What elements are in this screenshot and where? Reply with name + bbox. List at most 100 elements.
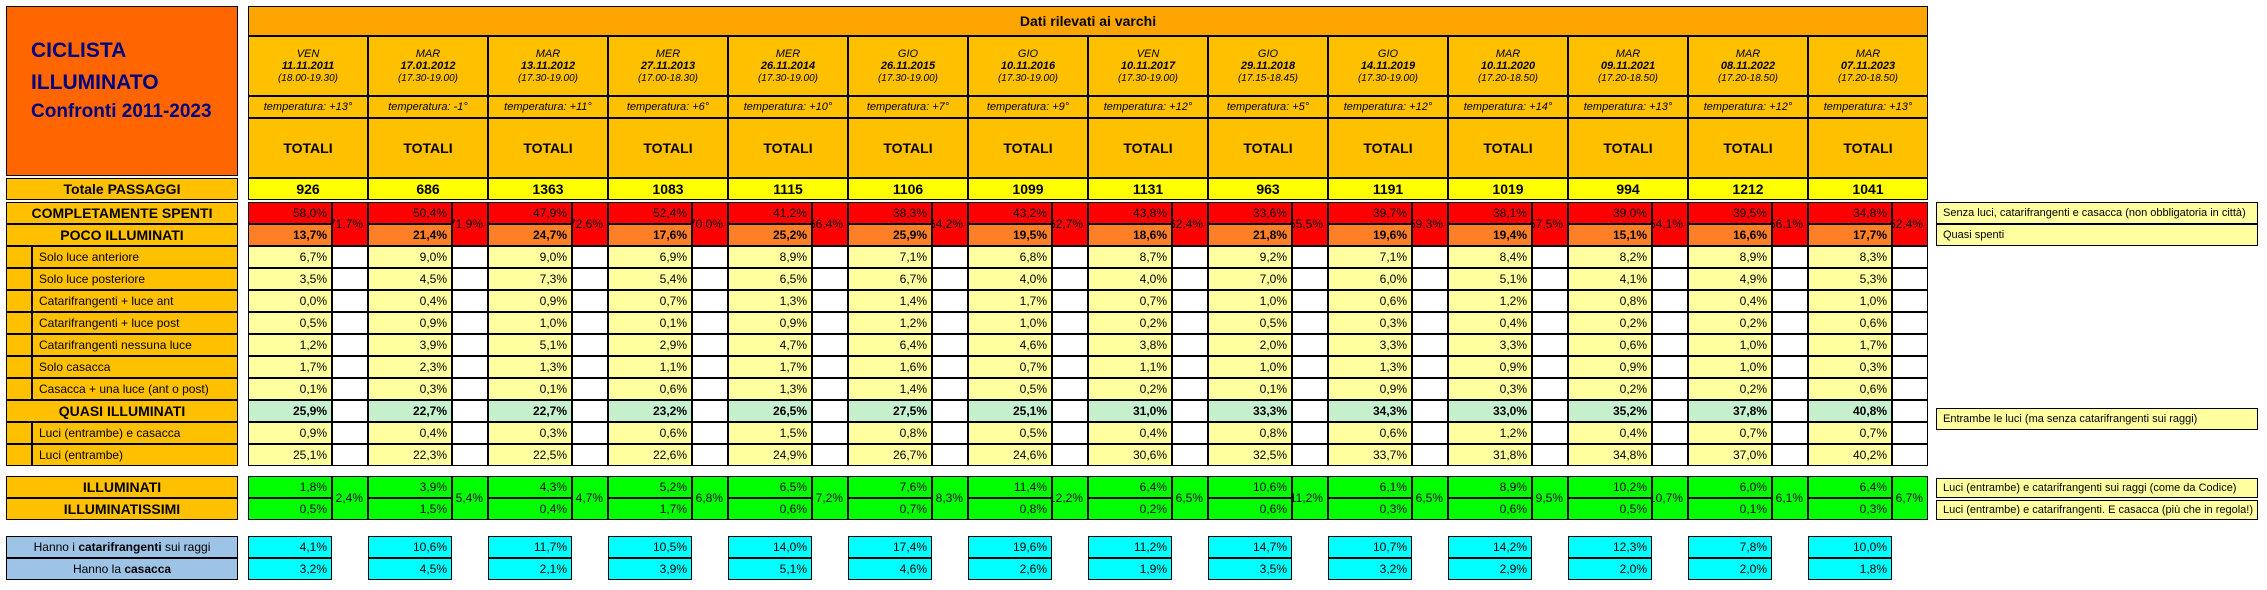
empty-cell <box>932 422 968 444</box>
sub-poco-value: 4,0% <box>968 268 1052 290</box>
sub-poco-value: 1,3% <box>728 378 812 400</box>
illuminati-sum: 6,1% <box>1772 476 1808 520</box>
empty-cell <box>1052 268 1088 290</box>
sub-quasi-value: 26,7% <box>848 444 932 466</box>
session-time: (17.30-19.00) <box>1117 72 1179 84</box>
session-temperature: temperatura: +9° <box>968 96 1088 118</box>
session-temperature: temperatura: +12° <box>1088 96 1208 118</box>
sub-poco-value: 1,2% <box>248 334 332 356</box>
illuminati-value: 3,9% <box>368 476 452 498</box>
sub-poco-value: 1,3% <box>728 290 812 312</box>
empty-cell <box>572 290 608 312</box>
title-line2: ILLUMINATO <box>31 70 159 94</box>
sub-poco-value: 4,7% <box>728 334 812 356</box>
sub-poco-value: 8,9% <box>728 246 812 268</box>
poco-value: 25,2% <box>728 224 812 246</box>
illuminati-value: 6,1% <box>1328 476 1412 498</box>
illuminatissimi-value: 0,2% <box>1088 498 1172 520</box>
empty-cell <box>1772 334 1808 356</box>
empty-cell <box>812 422 848 444</box>
sub-poco-value: 8,7% <box>1088 246 1172 268</box>
empty-cell <box>332 422 368 444</box>
sub-poco-value: 1,1% <box>608 356 692 378</box>
empty-cell <box>1412 246 1448 268</box>
session-day: MAR <box>415 47 441 60</box>
empty-cell <box>1772 268 1808 290</box>
illuminati-sum: 5,4% <box>452 476 488 520</box>
session-date: 14.11.2019 <box>1360 60 1416 73</box>
total-value: 1106 <box>848 178 968 200</box>
empty-cell <box>452 334 488 356</box>
empty-cell <box>1292 290 1328 312</box>
empty-cell <box>572 400 608 422</box>
empty-cell <box>452 378 488 400</box>
illuminatissimi-value: 0,8% <box>968 498 1052 520</box>
poco-value: 19,5% <box>968 224 1052 246</box>
indent-spacer <box>6 246 32 268</box>
empty-cell <box>1172 400 1208 422</box>
totals-label: TOTALI <box>1808 118 1928 178</box>
illuminati-value: 6,4% <box>1808 476 1892 498</box>
sub-poco-value: 0,1% <box>488 378 572 400</box>
quasi-value: 27,5% <box>848 400 932 422</box>
sub-quasi-value: 22,5% <box>488 444 572 466</box>
empty-cell <box>1172 246 1208 268</box>
empty-cell <box>332 378 368 400</box>
illuminatissimi-value: 0,4% <box>488 498 572 520</box>
sub-poco-value: 0,6% <box>1328 290 1412 312</box>
session-time: (18.00-19.30) <box>277 72 339 84</box>
label-bold-text: catarifrangenti <box>78 540 162 554</box>
label-illuminatissimi: ILLUMINATISSIMI <box>6 498 238 520</box>
empty-cell <box>932 268 968 290</box>
sub-quasi-value: 32,5% <box>1208 444 1292 466</box>
total-value: 1115 <box>728 178 848 200</box>
empty-cell <box>1532 312 1568 334</box>
spenti-value: 43,8% <box>1088 202 1172 224</box>
catarifrangenti-value: 14,2% <box>1448 536 1532 558</box>
sub-poco-value: 1,7% <box>728 356 812 378</box>
session-header: MER 27.11.2013 (17.00-18.30) <box>608 36 728 96</box>
session-temperature: temperatura: +13° <box>1808 96 1928 118</box>
illuminati-sum: 9,5% <box>1532 476 1568 520</box>
empty-cell <box>572 334 608 356</box>
catarifrangenti-value: 14,0% <box>728 536 812 558</box>
totals-label: TOTALI <box>488 118 608 178</box>
sub-poco-value: 6,7% <box>248 246 332 268</box>
empty-cell <box>1532 290 1568 312</box>
empty-cell <box>1172 312 1208 334</box>
casacca-value: 5,1% <box>728 558 812 580</box>
empty-cell <box>1892 334 1928 356</box>
empty-cell <box>812 356 848 378</box>
spenti-value: 39,0% <box>1568 202 1652 224</box>
spenti-value: 38,3% <box>848 202 932 224</box>
illuminati-sum: 6,8% <box>692 476 728 520</box>
totals-label: TOTALI <box>848 118 968 178</box>
session-temperature: temperatura: +12° <box>1328 96 1448 118</box>
session-day: MER <box>775 47 801 60</box>
empty-cell <box>1292 444 1328 466</box>
sub-poco-value: 5,3% <box>1808 268 1892 290</box>
empty-cell <box>1052 378 1088 400</box>
illuminatissimi-value: 0,1% <box>1688 498 1772 520</box>
illuminatissimi-value: 0,6% <box>728 498 812 520</box>
empty-cell <box>572 378 608 400</box>
sub-poco-value: 0,5% <box>1208 312 1292 334</box>
quasi-value: 26,5% <box>728 400 812 422</box>
quasi-value: 22,7% <box>368 400 452 422</box>
sub-poco-value: 0,0% <box>248 290 332 312</box>
sub-poco-value: 1,1% <box>1088 356 1172 378</box>
illuminati-value: 1,8% <box>248 476 332 498</box>
spenti-poco-sum: 72,6% <box>572 202 608 246</box>
empty-cell <box>1892 356 1928 378</box>
session-date: 08.11.2022 <box>1720 60 1776 73</box>
poco-value: 21,4% <box>368 224 452 246</box>
spenti-value: 50,4% <box>368 202 452 224</box>
total-value: 963 <box>1208 178 1328 200</box>
poco-value: 17,7% <box>1808 224 1892 246</box>
empty-cell <box>1052 422 1088 444</box>
sub-poco-value: 0,3% <box>1328 312 1412 334</box>
label-casacca: Hanno la casacca <box>6 558 238 580</box>
quasi-value: 31,0% <box>1088 400 1172 422</box>
sub-poco-value: 6,0% <box>1328 268 1412 290</box>
catarifrangenti-value: 10,5% <box>608 536 692 558</box>
